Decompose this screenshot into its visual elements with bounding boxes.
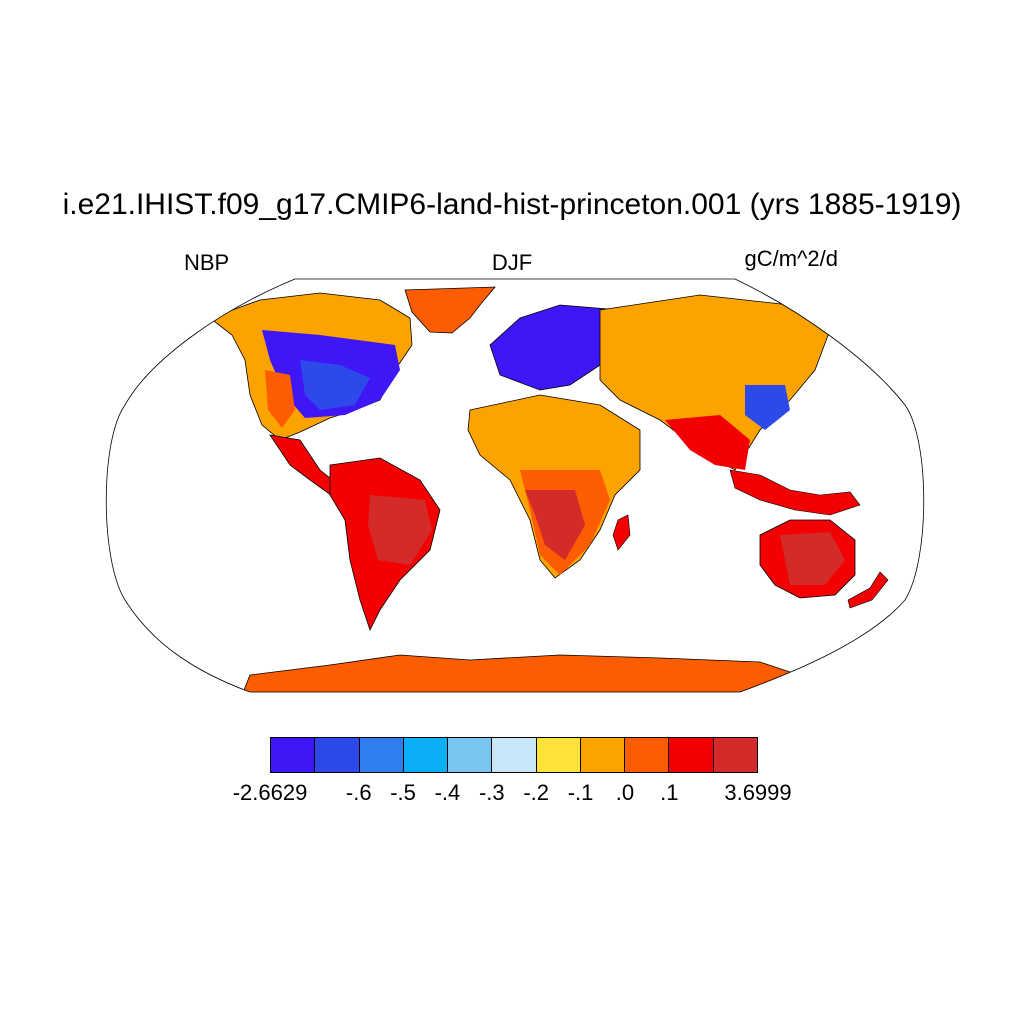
colorbar-label: -.4 <box>434 780 461 805</box>
region-australia-interior <box>780 532 845 585</box>
colorbar-swatch <box>580 738 626 772</box>
plot-title: i.e21.IHIST.f09_g17.CMIP6-land-hist-prin… <box>62 188 962 221</box>
colorbar-labels: -2.6629 -.6 -.5 -.4 -.3 -.2 -.1 .0 .1 3.6999 <box>0 780 1024 810</box>
landmass-antarctica <box>239 654 791 692</box>
landmass-se-asia <box>729 469 861 516</box>
colorbar-swatch <box>536 738 581 772</box>
colorbar-swatch <box>713 738 757 772</box>
landmass-greenland <box>404 286 496 334</box>
colorbar-swatch <box>403 738 449 772</box>
colorbar <box>270 737 758 773</box>
colorbar-label: 3.6999 <box>724 780 792 805</box>
colorbar-label: .1 <box>660 780 679 805</box>
colorbar-label: -.3 <box>478 780 505 805</box>
colorbar-swatch <box>271 738 316 772</box>
variable-label: NBP <box>184 250 230 275</box>
colorbar-swatch <box>669 738 714 772</box>
colorbar-swatch <box>448 738 493 772</box>
region-central-us <box>265 370 295 428</box>
colorbar-label: .0 <box>615 780 635 805</box>
colorbar-label: -.6 <box>345 780 372 805</box>
colorbar-label: -.1 <box>567 780 594 805</box>
region-brazil <box>368 495 432 565</box>
colorbar-label: -.5 <box>390 780 416 805</box>
region-south-asia <box>665 415 750 470</box>
colorbar-swatch <box>492 738 537 772</box>
region-central-africa <box>525 490 585 560</box>
units-label: gC/m^2/d <box>744 246 838 271</box>
region-eastern-us-blue <box>300 360 370 410</box>
landmass-madagascar <box>612 514 631 551</box>
colorbar-swatch <box>625 738 670 772</box>
map-border <box>105 278 925 693</box>
colorbar-label: -2.6629 <box>232 780 308 805</box>
region-east-asia <box>745 385 790 430</box>
season-label: DJF <box>491 250 533 275</box>
colorbar-swatch <box>315 738 360 772</box>
colorbar-label: -.2 <box>523 780 550 805</box>
landmass-new-zealand <box>847 571 889 609</box>
colorbar-swatch <box>359 738 404 772</box>
